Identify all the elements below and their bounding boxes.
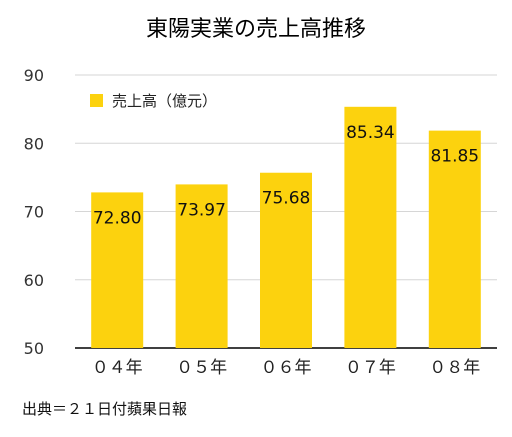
bar <box>91 192 144 348</box>
bar <box>175 184 228 348</box>
legend-label: 売上高（億元） <box>112 92 217 110</box>
bar <box>344 106 397 348</box>
y-tick-label: 50 <box>24 339 44 358</box>
legend-swatch <box>90 94 103 107</box>
x-tick-label: ０４年 <box>92 358 143 378</box>
y-axis-ticks: 50 60 70 80 90 <box>24 66 44 358</box>
y-tick-label: 80 <box>24 134 44 153</box>
bar <box>260 172 312 348</box>
data-label: 81.85 <box>430 147 479 167</box>
y-tick-label: 90 <box>24 66 44 85</box>
x-tick-label: ０７年 <box>345 358 396 378</box>
data-label: 75.68 <box>262 189 311 209</box>
chart-title: 東陽実業の売上高推移 <box>146 17 366 42</box>
legend: 売上高（億元） <box>90 92 217 110</box>
source-note: 出典＝２１日付蘋果日報 <box>22 400 187 418</box>
x-axis-labels: ０４年 ０５年 ０６年 ０７年 ０８年 <box>92 358 481 378</box>
data-label: 85.34 <box>346 123 395 143</box>
x-tick-label: ０６年 <box>261 358 312 378</box>
data-label: 73.97 <box>177 200 226 220</box>
y-tick-label: 70 <box>24 203 44 222</box>
bars <box>91 106 481 348</box>
x-tick-label: ０８年 <box>429 358 480 378</box>
y-tick-label: 60 <box>24 271 44 290</box>
data-labels: 72.80 73.97 75.68 85.34 81.85 <box>93 123 479 229</box>
bar <box>428 130 481 348</box>
data-label: 72.80 <box>93 208 142 228</box>
x-tick-label: ０５年 <box>176 358 227 378</box>
